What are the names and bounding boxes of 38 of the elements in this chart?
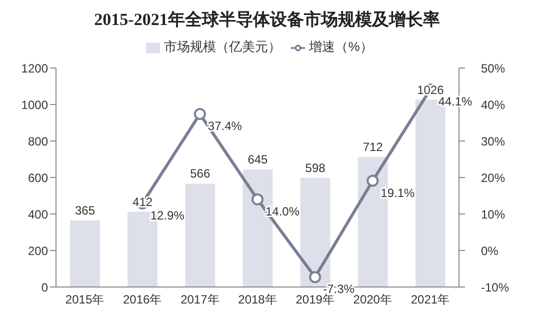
y2-tick-label: -10% xyxy=(481,280,510,294)
y2-tick-label: 20% xyxy=(481,170,506,185)
x-tick-label: 2019年 xyxy=(296,292,334,307)
x-tick-label: 2018年 xyxy=(238,292,277,307)
y2-tick-label: 10% xyxy=(481,207,506,222)
y-tick-label: 600 xyxy=(28,170,48,185)
x-tick-label: 2021年 xyxy=(410,292,450,307)
y2-tick-label: 0% xyxy=(481,244,499,258)
bar xyxy=(185,184,216,287)
x-tick-label: 2015年 xyxy=(65,292,104,307)
y-tick-label: 0 xyxy=(41,280,48,294)
y2-tick-label: 50% xyxy=(481,61,506,76)
data-label: 566 xyxy=(190,166,210,181)
point xyxy=(252,193,264,206)
x-tick-label: 2020年 xyxy=(353,292,392,307)
data-label: 12.9% xyxy=(150,208,185,222)
y-tick-label: 800 xyxy=(28,134,48,148)
point xyxy=(309,271,322,284)
legend-label: 市场规模（亿美元） xyxy=(164,39,282,54)
data-label: 598 xyxy=(305,160,326,175)
y-tick-label: 400 xyxy=(28,207,48,222)
point xyxy=(366,174,379,187)
data-label: 37.4% xyxy=(208,118,242,133)
y-tick-label: 1200 xyxy=(21,61,48,76)
y2-tick-label: 30% xyxy=(481,134,506,148)
legend-label: 增速（%） xyxy=(309,39,373,54)
y-tick-label: 200 xyxy=(28,244,48,258)
y-tick-label: 1000 xyxy=(21,98,48,112)
data-label: 19.1% xyxy=(380,186,415,200)
data-label: 365 xyxy=(74,203,96,218)
point xyxy=(194,108,206,120)
chart-title: 2015-2021年全球半导体设备市场规模及增长率 xyxy=(93,9,441,30)
y2-tick-label: 40% xyxy=(481,98,506,112)
x-tick-label: 2016年 xyxy=(123,292,162,307)
x-tick-label: 2017年 xyxy=(180,292,220,307)
data-label: 645 xyxy=(248,152,268,166)
bar xyxy=(70,220,100,287)
data-label: 712 xyxy=(362,140,384,154)
